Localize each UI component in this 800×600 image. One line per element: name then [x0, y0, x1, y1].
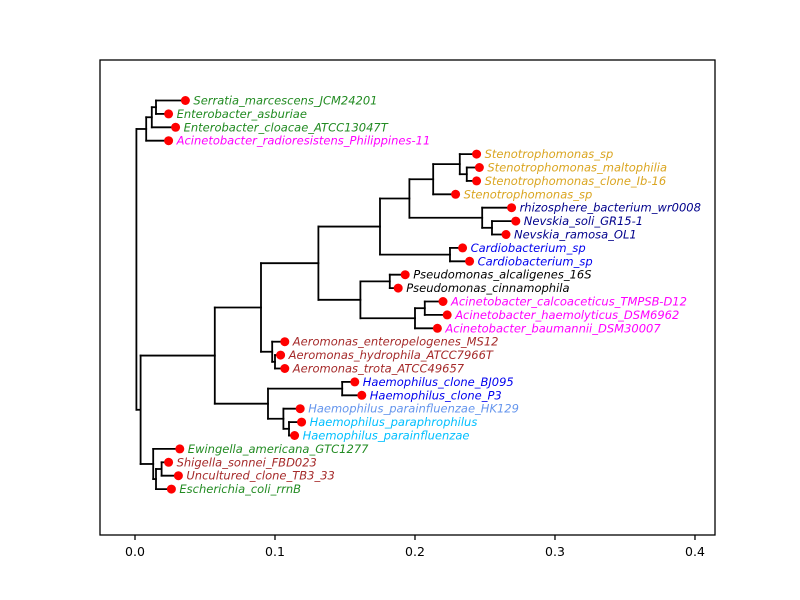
leaf-marker — [393, 283, 403, 293]
leaf-label: Pseudomonas_cinnamophila — [406, 281, 569, 295]
leaf-marker — [175, 444, 185, 454]
leaf-marker — [280, 364, 290, 373]
leaf-marker — [472, 149, 482, 159]
leaf-marker — [511, 216, 521, 226]
leaf-marker — [451, 189, 461, 199]
leaf-marker — [350, 377, 360, 387]
leaf-label: Pseudomonas_alcaligenes_16S — [413, 268, 591, 282]
leaf-marker — [166, 484, 176, 494]
leaf-label: Haemophilus_clone_BJ095 — [363, 375, 514, 389]
leaf-marker — [400, 270, 410, 280]
leaf-label: Uncultured_clone_TB3_33 — [186, 469, 334, 483]
leaf-label: Enterobacter_asburiae — [177, 107, 307, 121]
leaf-label: Nevskia_soli_GR15-1 — [524, 214, 643, 228]
leaf-marker — [465, 256, 475, 266]
leaf-label: Ewingella_americana_GTC1277 — [188, 442, 369, 456]
leaf-label: Haemophilus_parainfluenzae — [303, 429, 470, 443]
leaf-marker — [280, 337, 290, 347]
leaf-label: Acinetobacter_calcoaceticus_TMPSB-D12 — [450, 295, 687, 309]
leaf-marker — [357, 390, 367, 400]
leaf-label: Aeromonas_trota_ATCC49657 — [292, 362, 465, 376]
leaf-label: Haemophilus_paraphrophilus — [310, 415, 478, 429]
leaf-marker — [164, 136, 174, 146]
leaf-marker — [290, 431, 300, 440]
leaf-label: rhizosphere_bacterium_wr0008 — [520, 201, 701, 215]
leaf-marker — [297, 417, 307, 427]
leaf-marker — [438, 297, 448, 306]
leaf-label: Serratia_marcescens_JCM24201 — [193, 94, 377, 108]
leaf-label: Acinetobacter_baumannii_DSM30007 — [444, 321, 661, 335]
leaf-marker — [432, 323, 442, 333]
leaf-label: Stenotrophomonas_sp — [485, 147, 614, 161]
leaf-label: Enterobacter_cloacae_ATCC13047T — [184, 120, 389, 134]
x-axis-tick-label: 0.3 — [545, 544, 565, 559]
leaf-label: Nevskia_ramosa_OL1 — [514, 228, 637, 242]
leaf-label: Stenotrophomonas_sp — [464, 187, 593, 201]
leaf-marker — [472, 176, 482, 186]
leaf-label: Aeromonas_hydrophila_ATCC7966T — [288, 348, 494, 362]
leaf-label: Haemophilus_parainfluenzae_HK129 — [308, 402, 519, 416]
leaf-label: Acinetobacter_haemolyticus_DSM6962 — [454, 308, 679, 322]
leaf-marker — [295, 404, 305, 414]
leaf-label: Acinetobacter_radioresistens_Philippines… — [176, 134, 431, 148]
leaf-marker — [458, 243, 468, 253]
leaf-marker — [171, 122, 181, 132]
leaf-label: Aeromonas_enteropelogenes_MS12 — [292, 335, 499, 349]
axes-frame — [99, 59, 716, 536]
leaf-label: Cardiobacterium_sp — [471, 241, 586, 255]
leaf-marker — [507, 203, 517, 213]
leaf-label: Cardiobacterium_sp — [478, 254, 593, 268]
leaf-label: Stenotrophomonas_maltophilia — [487, 161, 667, 175]
x-axis-tick-label: 0.4 — [685, 544, 705, 559]
leaf-marker — [276, 350, 286, 360]
leaf-marker — [164, 109, 174, 119]
x-axis-tick-label: 0.2 — [405, 544, 425, 559]
leaf-marker — [442, 310, 452, 320]
leaf-marker — [474, 163, 484, 172]
leaf-label: Stenotrophomonas_clone_Ib-16 — [485, 174, 667, 188]
leaf-marker — [173, 471, 183, 481]
leaf-marker — [180, 96, 190, 105]
x-axis-tick-label: 0.0 — [125, 544, 145, 559]
leaf-label: Shigella_sonnei_FBD023 — [177, 455, 317, 469]
leaf-label: Haemophilus_clone_P3 — [370, 388, 502, 402]
leaf-marker — [164, 457, 174, 467]
x-axis-tick-label: 0.1 — [265, 544, 285, 559]
leaf-label: Escherichia_coli_rrnB — [179, 482, 301, 496]
leaf-marker — [501, 230, 511, 239]
